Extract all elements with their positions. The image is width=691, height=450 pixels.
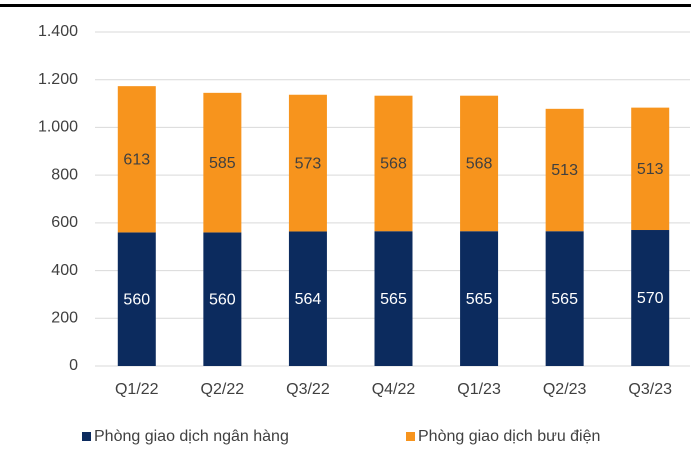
data-label: 568 <box>466 156 493 173</box>
bar-segment <box>288 231 327 366</box>
bar-segment <box>460 231 499 366</box>
y-tick-label: 0 <box>69 357 78 374</box>
y-tick-label: 600 <box>51 214 78 231</box>
bar-segment <box>545 108 584 232</box>
y-tick-label: 1.200 <box>38 71 78 88</box>
x-tick-label: Q1/22 <box>115 381 159 398</box>
y-tick-label: 400 <box>51 262 78 279</box>
bar-segment <box>631 107 670 231</box>
data-label: 565 <box>551 291 578 308</box>
y-tick-label: 1.000 <box>38 119 78 136</box>
data-label: 565 <box>466 291 493 308</box>
data-label: 565 <box>380 291 407 308</box>
data-label: 513 <box>551 162 578 179</box>
data-label: 560 <box>209 291 236 308</box>
data-label: 560 <box>123 291 150 308</box>
bar-segment <box>545 231 584 366</box>
data-label: 573 <box>295 155 322 172</box>
legend-label: Phòng giao dịch bưu điện <box>418 428 600 445</box>
data-label: 568 <box>380 156 407 173</box>
data-label: 585 <box>209 155 236 172</box>
data-label: 570 <box>637 290 664 307</box>
bar-segment <box>631 230 670 366</box>
bar-segment <box>117 232 156 366</box>
legend-label: Phòng giao dịch ngân hàng <box>94 428 289 445</box>
x-tick-label: Q3/23 <box>628 381 672 398</box>
x-tick-label: Q2/23 <box>543 381 587 398</box>
data-label: 564 <box>295 291 322 308</box>
y-tick-label: 200 <box>51 310 78 327</box>
data-label: 513 <box>637 161 664 178</box>
legend-swatch <box>406 432 415 441</box>
bar-segment <box>374 231 413 366</box>
x-tick-label: Q1/23 <box>457 381 501 398</box>
bar-segment <box>203 92 242 233</box>
x-tick-label: Q2/22 <box>201 381 245 398</box>
y-tick-label: 800 <box>51 166 78 183</box>
bar-segment <box>117 86 156 233</box>
x-tick-label: Q4/22 <box>372 381 416 398</box>
bar-segment <box>203 232 242 366</box>
bar-segment <box>288 94 327 232</box>
data-label: 613 <box>123 151 150 168</box>
bar-segment <box>460 95 499 232</box>
legend-swatch <box>82 432 91 441</box>
x-tick-label: Q3/22 <box>286 381 330 398</box>
y-tick-label: 1.400 <box>38 23 78 40</box>
bar-segment <box>374 95 413 232</box>
top-rule <box>0 4 691 7</box>
